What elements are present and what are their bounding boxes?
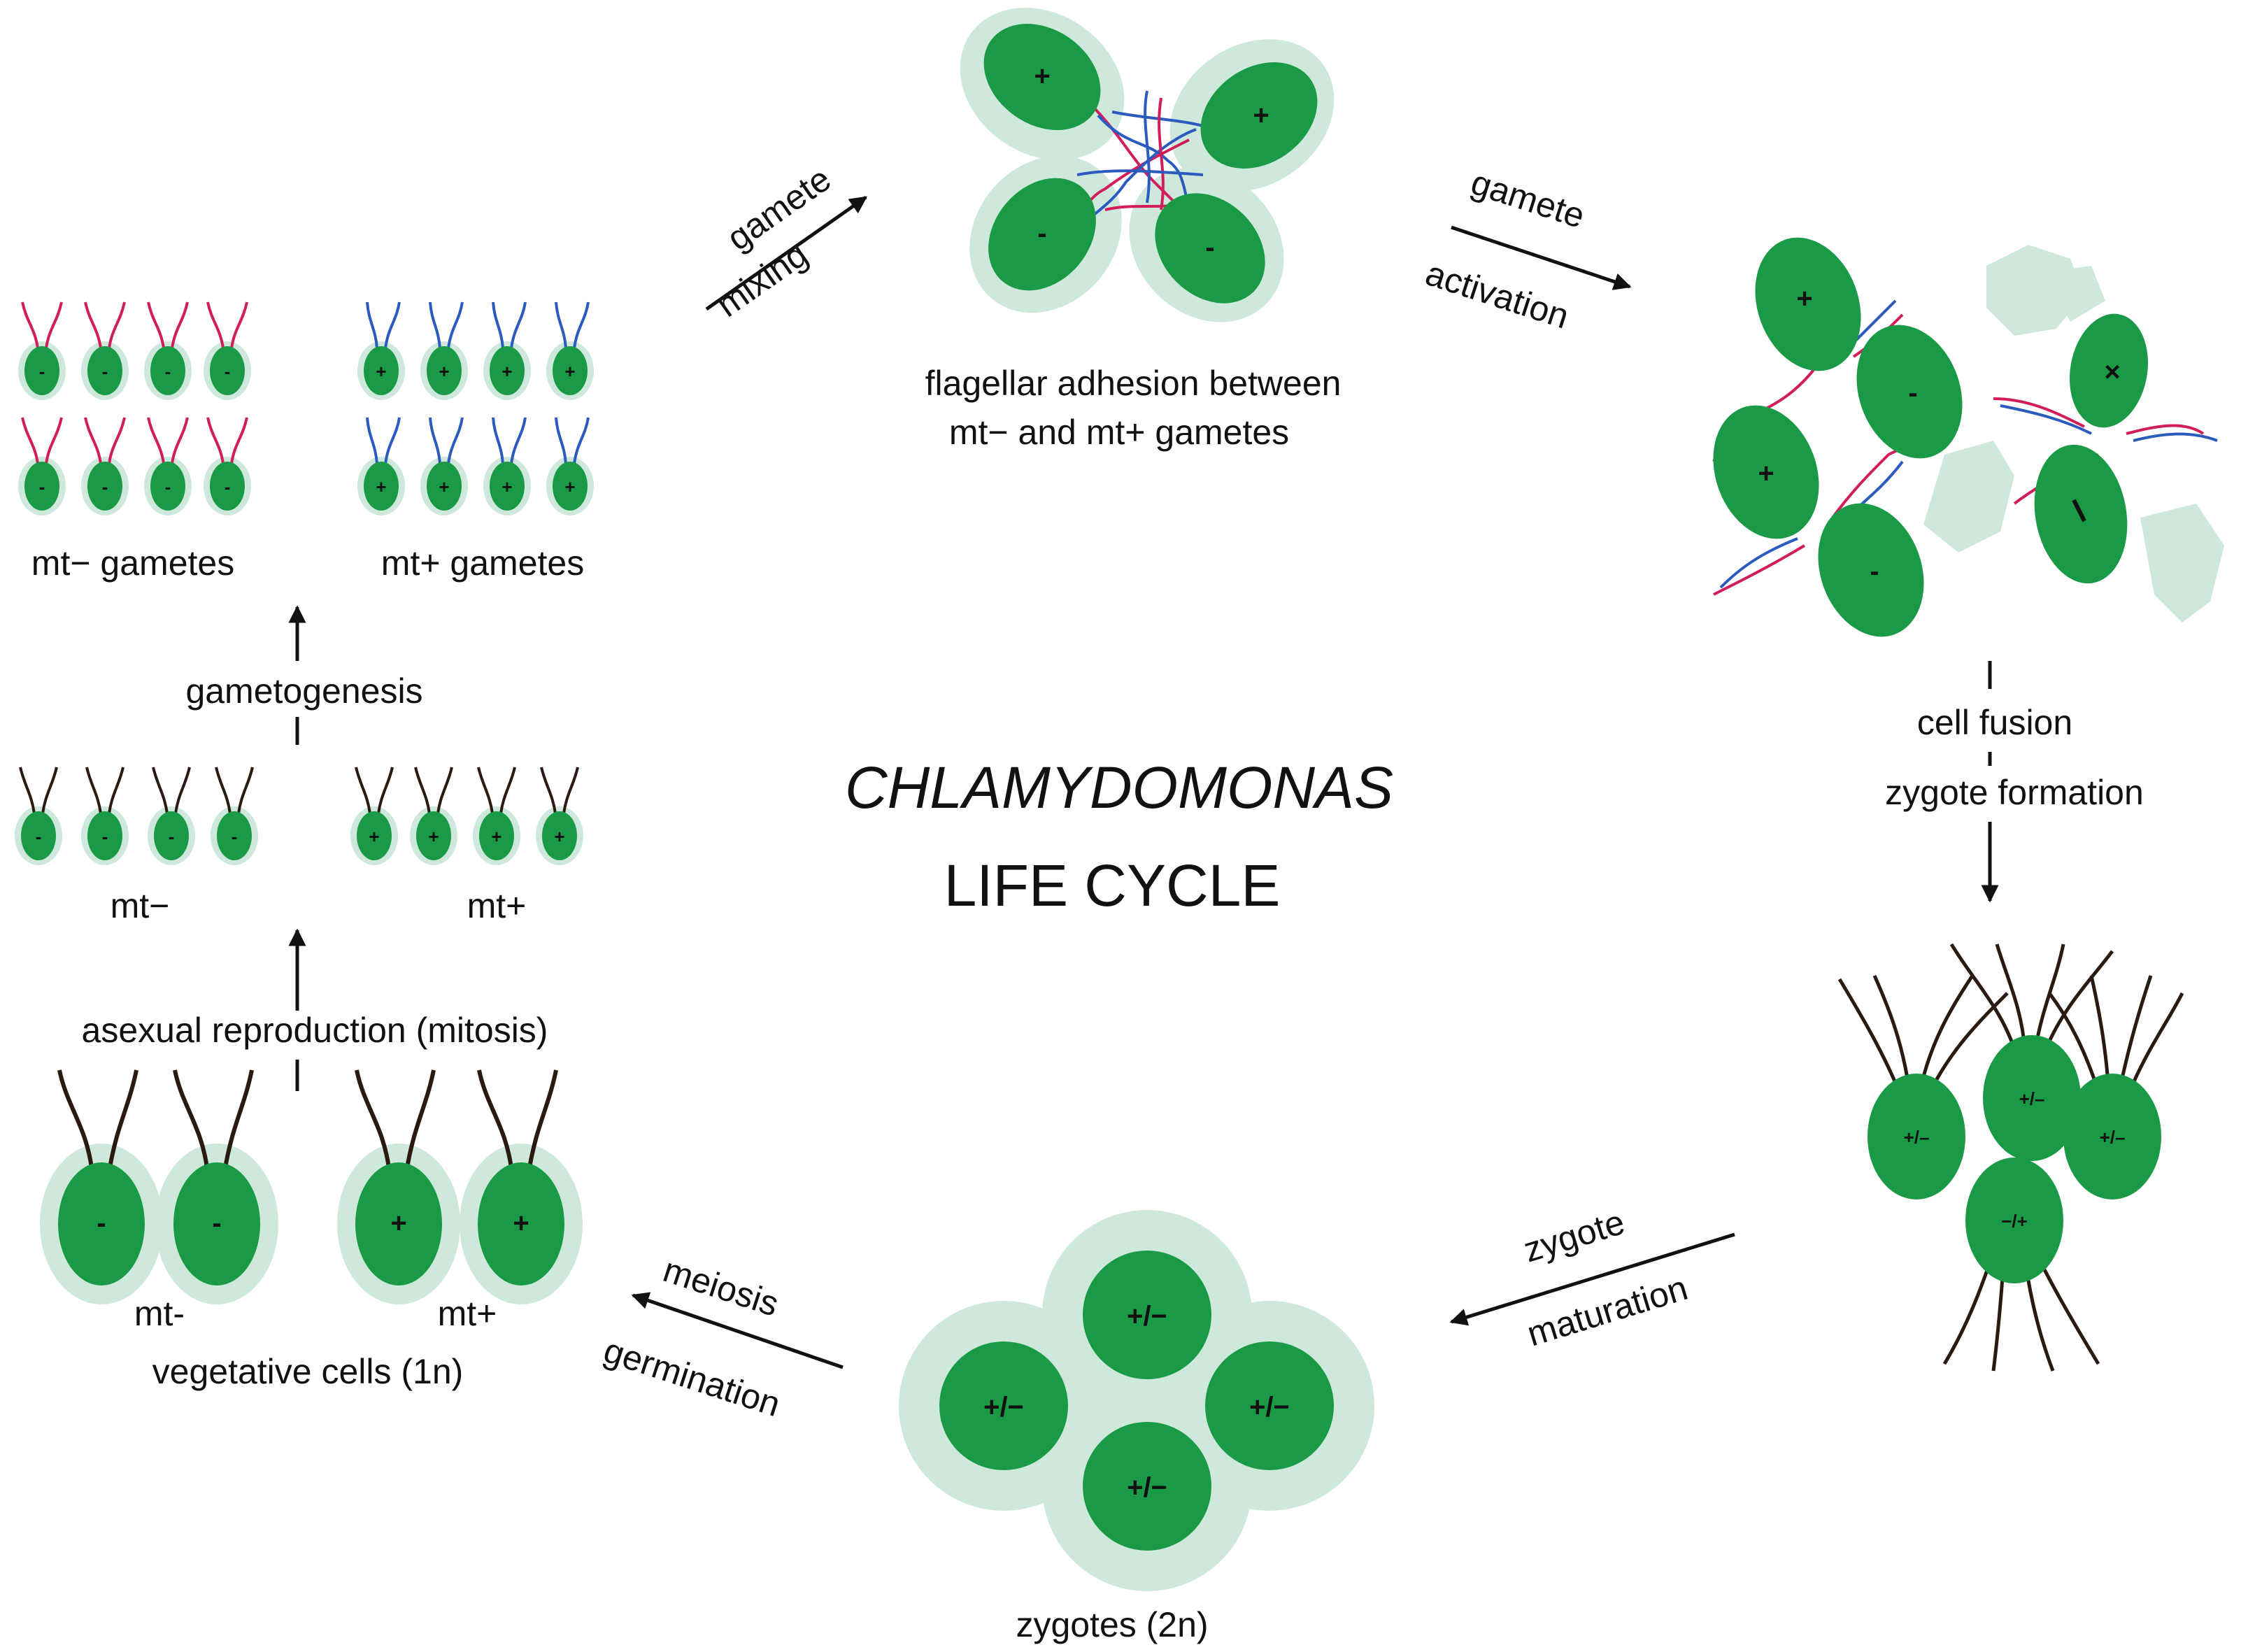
sign-minus: - [39,476,45,497]
sign-minus: - [1037,218,1046,249]
sign-plus: + [1034,61,1050,92]
sign-plus: + [376,476,386,497]
sign-minus: - [169,826,175,847]
sign-minus: - [1908,378,1917,408]
sign-minus: - [102,361,108,382]
gamete-mixing-arrow [705,195,868,311]
sign-minus: - [36,826,42,847]
label-gamete-activation-2: activation [1421,253,1574,336]
sign-minus: - [102,826,108,847]
zygote-maturation-arrow [1449,1232,1735,1326]
sign-cross: × [2104,357,2120,387]
sign-plus: + [439,476,449,497]
sign-mp: −/+ [2001,1211,2028,1232]
sign-minus: - [1205,232,1214,263]
label-adhesion-line-2: mt− and mt+ gametes [949,413,1289,452]
sign-plus: + [369,826,379,847]
sign-minus: - [39,361,45,382]
label-gamete-activation-1: gamete [1467,162,1590,236]
label-gamete-mixing-2: mixing [709,234,814,325]
label-mt-plus: mt+ [467,886,527,925]
sign-plus: + [1758,458,1774,489]
sign-minus: - [212,1208,221,1239]
sign-plus: + [491,826,501,847]
sign-minus: - [225,476,231,497]
sign-minus: - [165,476,171,497]
sign-plus: + [564,476,575,497]
sign-pm: +/− [1249,1392,1290,1423]
sign-pm: +/− [1127,1301,1167,1332]
label-zygote-formation: zygote formation [1885,773,2144,812]
mt-plus-gametes-group: + + + + + + + + [356,301,595,517]
sign-pm: +/– [1904,1127,1930,1148]
title-line-1: CHLAMYDOMONAS [845,755,1393,820]
sign-minus: - [97,1208,106,1239]
sign-minus: - [1870,556,1879,587]
sign-pm: +/– [2100,1127,2126,1148]
label-zygotes: zygotes (2n) [1016,1605,1208,1644]
label-cell-fusion: cell fusion [1917,703,2072,742]
sign-minus: - [102,476,108,497]
sign-plus: + [428,826,439,847]
meiosis-arrow [631,1292,844,1369]
mt-minus-gametes-group: - - - - - - - - [17,301,252,517]
label-vegetative-cells: vegetative cells (1n) [152,1352,464,1391]
flagellar-adhesion-cluster: + + - - [960,8,1335,322]
sign-pm: +/− [1127,1472,1167,1503]
label-germination: germination [599,1330,785,1424]
mt-minus-cells-group: - - - - [13,766,259,867]
sign-plus: + [376,361,386,382]
sign-minus: - [225,361,231,382]
sign-plus: + [554,826,564,847]
sign-dash-mark [2072,499,2086,522]
sign-plus: + [564,361,575,382]
sign-minus: - [165,361,171,382]
zygotes-cluster: +/− +/− +/− +/− [899,1210,1374,1591]
label-mt-minus-gametes: mt− gametes [31,543,234,583]
label-mt-minus: mt− [111,886,170,925]
label-zygote-maturation-1: zygote [1519,1202,1629,1270]
sign-pm: +/– [2019,1088,2045,1109]
quadriflagellate-zygotes: +/– +/– +/– −/+ [1837,943,2184,1372]
label-zygote-maturation-2: maturation [1523,1268,1692,1354]
sign-plus: + [501,361,512,382]
label-meiosis: meiosis [659,1250,783,1324]
sign-plus: + [1796,283,1812,314]
label-veg-mt-plus: mt+ [438,1294,497,1333]
sign-plus: + [1253,100,1269,131]
label-veg-mt-minus: mt- [134,1294,185,1333]
sign-minus: - [232,826,238,847]
sign-plus: + [513,1208,529,1239]
sign-pm: +/− [983,1392,1024,1423]
label-asexual-reproduction: asexual reproduction (mitosis) [82,1011,548,1050]
activated-gametes-cluster: + - + - × [1712,237,2224,637]
sign-plus: + [390,1208,406,1239]
label-adhesion-line-1: flagellar adhesion between [925,364,1342,403]
gamete-activation-arrow [1451,225,1632,290]
vegetative-cells-group: - - + + [40,1070,583,1304]
mt-plus-cells-group: + + + + [349,766,585,867]
title-line-2: LIFE CYCLE [944,853,1281,918]
sign-plus: + [439,361,449,382]
sign-plus: + [501,476,512,497]
label-gametogenesis: gametogenesis [185,671,422,711]
label-mt-plus-gametes: mt+ gametes [381,543,584,583]
